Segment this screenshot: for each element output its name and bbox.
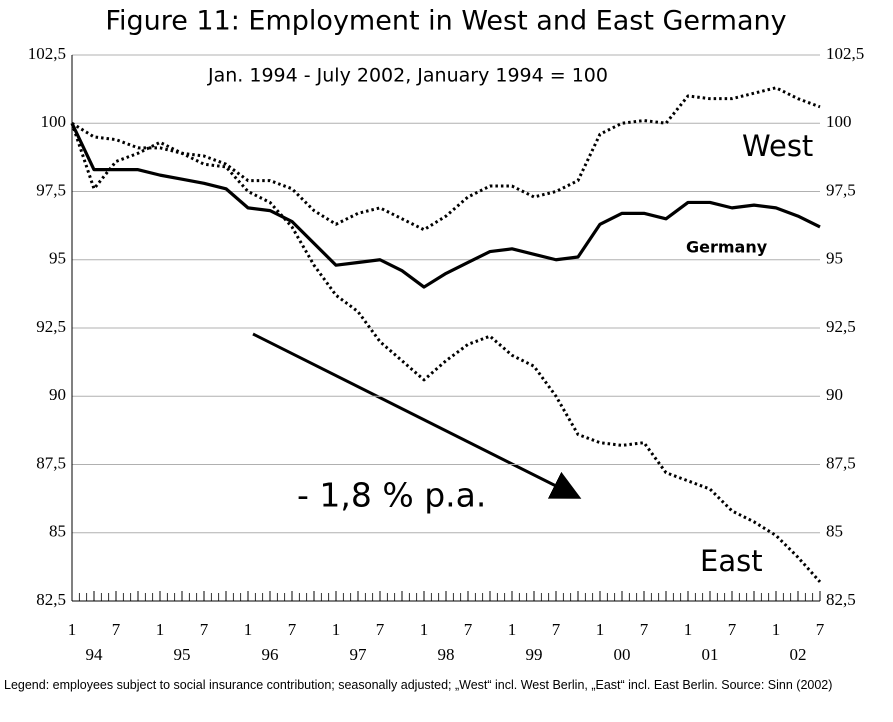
footnote: Legend: employees subject to social insu… [4,678,833,692]
y-tick-label: 95 [49,249,66,268]
x-tick-label: 1 [244,620,253,639]
year-label: 96 [262,645,279,664]
x-tick-label: 7 [640,620,649,639]
year-label: 99 [526,645,543,664]
x-tick-label: 1 [684,620,693,639]
y2-tick-label: 90 [826,385,843,404]
subtitle: Jan. 1994 - July 2002, January 1994 = 10… [207,65,608,87]
x-tick-label: 7 [112,620,121,639]
y-tick-label: 90 [49,385,66,404]
y-tick-label: 92,5 [36,317,66,336]
year-label: 01 [702,645,719,664]
chart: Figure 11: Employment in West and East G… [28,6,865,664]
series-line [70,122,822,583]
x-tick-label: 1 [332,620,341,639]
y-tick-label: 97,5 [36,180,66,199]
y2-tick-label: 82,5 [826,590,856,609]
y2-tick-label: 92,5 [826,317,856,336]
series-line [70,122,821,289]
x-tick-label: 1 [156,620,165,639]
x-tick-label: 1 [508,620,517,639]
year-label: 94 [86,645,104,664]
y2-tick-label: 87,5 [826,453,856,472]
series-label: East [700,544,763,578]
year-label: 98 [438,645,455,664]
year-label: 02 [790,645,807,664]
x-tick-label: 7 [288,620,297,639]
x-tick-label: 1 [68,620,77,639]
chart-title: Figure 11: Employment in West and East G… [105,6,786,37]
y-tick-label: 82,5 [36,590,66,609]
series-label: West [742,129,813,163]
y2-tick-label: 102,5 [826,44,864,63]
year-label: 97 [350,645,368,664]
x-tick-label: 7 [552,620,561,639]
series-line [71,86,821,232]
x-tick-label: 7 [816,620,825,639]
year-label: 95 [174,645,191,664]
x-tick-label: 7 [200,620,209,639]
x-tick-label: 7 [376,620,385,639]
trend-arrow [252,332,582,499]
series-label: Germany [686,238,768,257]
y-tick-label: 85 [49,522,66,541]
year-label: 00 [614,645,631,664]
x-tick-label: 1 [420,620,429,639]
y2-tick-label: 100 [826,112,852,131]
y2-tick-label: 97,5 [826,180,856,199]
x-tick-label: 7 [728,620,737,639]
x-tick-label: 1 [772,620,781,639]
y2-tick-label: 95 [826,249,843,268]
y-tick-label: 102,5 [28,44,66,63]
y-tick-label: 100 [41,112,67,131]
y-tick-label: 87,5 [36,453,66,472]
y2-tick-label: 85 [826,522,843,541]
x-tick-label: 1 [596,620,605,639]
annotation: - 1,8 % p.a. [297,476,486,515]
x-tick-label: 7 [464,620,473,639]
